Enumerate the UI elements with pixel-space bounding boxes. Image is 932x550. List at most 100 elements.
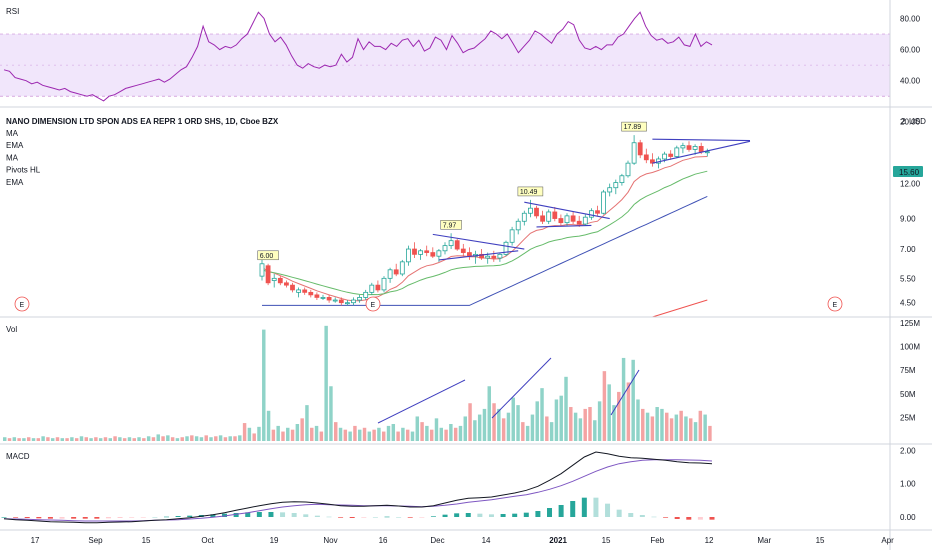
macd-hist-bar — [59, 517, 65, 519]
indicator-label[interactable]: EMA — [6, 178, 24, 187]
time-tick-label[interactable]: Sep — [88, 536, 103, 545]
macd-hist-bar — [314, 515, 320, 517]
volume-bar — [477, 414, 482, 441]
volume-bar — [482, 408, 487, 441]
volume-bar — [257, 426, 261, 441]
macd-hist-bar — [442, 514, 448, 517]
volume-bar — [439, 427, 444, 441]
candle-body — [528, 207, 533, 214]
pivot-labels: 6.00 7.97 10.49 17.89 — [257, 121, 647, 261]
rsi-pane: RSI 80.00 60.00 40.00 — [0, 7, 921, 102]
volume-bar — [300, 418, 304, 441]
earnings-label[interactable]: E — [833, 302, 838, 309]
pivot-high-box — [440, 220, 462, 230]
candle-body — [668, 153, 674, 157]
volume-bar — [324, 325, 328, 441]
earnings-label[interactable]: E — [371, 302, 376, 309]
last-price-tag — [893, 166, 923, 177]
time-tick-label[interactable]: 12 — [705, 536, 714, 545]
volume-bar — [103, 437, 108, 441]
candle-body — [430, 252, 436, 257]
pivot-high-label: 6.00 — [260, 253, 274, 260]
time-tick-label[interactable]: Nov — [323, 536, 337, 545]
volume-bar — [343, 429, 348, 441]
earnings-icon — [365, 296, 381, 312]
candle-body — [454, 240, 460, 250]
candle-body — [344, 302, 350, 305]
candle-body — [308, 291, 314, 296]
earnings-label[interactable]: E — [20, 302, 25, 309]
volume-bar — [703, 414, 707, 441]
volume-bar — [55, 437, 60, 441]
volume-bar — [271, 429, 276, 441]
macd-hist-bar — [36, 517, 42, 519]
time-tick-label[interactable]: Feb — [650, 536, 664, 545]
indicator-label[interactable]: EMA — [6, 141, 24, 150]
time-tick-label[interactable]: Oct — [201, 536, 214, 545]
candle-body — [314, 294, 320, 298]
volume-bar — [564, 376, 568, 441]
volume-bar — [74, 438, 79, 441]
volume-bar — [156, 434, 160, 441]
time-tick-label[interactable]: 15 — [816, 536, 825, 545]
candle-body — [637, 142, 643, 156]
volume-bar — [214, 436, 218, 441]
macd-hist-bar — [140, 517, 146, 518]
time-axis[interactable]: 17 Sep 15 Oct 19 Nov 16 Dec 14 2021 15 Feb 12 Mar 15 Ap… — [31, 536, 895, 545]
volume-bar — [41, 436, 45, 441]
indicator-label[interactable]: Pivots HL — [6, 166, 41, 175]
volume-bar — [535, 401, 539, 441]
volume-bar — [290, 429, 295, 441]
macd-hist-bar — [500, 514, 506, 517]
time-tick-label[interactable]: 16 — [379, 536, 388, 545]
volume-bar — [281, 431, 285, 441]
volume-bar — [578, 418, 583, 441]
volume-bar — [17, 438, 21, 441]
macd-axis: 2.00 1.00 0.00 — [900, 446, 916, 522]
time-tick-label[interactable]: 15 — [142, 536, 151, 545]
time-tick-label[interactable]: 14 — [482, 536, 491, 545]
last-price-label: 15.60 — [899, 168, 920, 177]
candle-body — [497, 253, 503, 259]
pivot-high-box — [517, 186, 544, 197]
macd-hist-bar — [663, 517, 669, 518]
price-pane: NANO DIMENSION LTD SPON ADS EA REPR 1 OR… — [6, 117, 926, 318]
candle-body — [534, 207, 539, 217]
volume-bar — [60, 438, 65, 441]
volume-bar — [46, 437, 50, 441]
volume-bar — [453, 427, 458, 441]
time-tick-label[interactable]: 19 — [270, 536, 279, 545]
volume-bar — [583, 408, 587, 441]
macd-hist-bar — [24, 517, 30, 518]
candle-body — [625, 162, 631, 177]
indicator-list[interactable]: MA EMA MA Pivots HL EMA — [6, 129, 41, 187]
volume-bar — [161, 436, 165, 441]
volume-bar — [665, 412, 669, 441]
macd-hist-bar — [129, 517, 135, 518]
indicator-label[interactable]: MA — [6, 129, 19, 138]
macd-histogram — [1, 497, 715, 520]
time-tick-label[interactable]: Dec — [430, 536, 444, 545]
macd-tick-label: 1.00 — [900, 480, 916, 489]
candle-body — [662, 153, 667, 160]
volume-bar — [669, 418, 674, 441]
time-tick-label[interactable]: 17 — [31, 536, 40, 545]
macd-hist-bar — [361, 517, 367, 518]
macd-hist-bar — [222, 513, 228, 517]
volume-bar — [698, 410, 703, 441]
volume-bar — [516, 405, 520, 441]
time-tick-label[interactable]: Mar — [757, 536, 771, 545]
time-tick-label[interactable]: 2021 — [549, 536, 567, 545]
time-tick-label[interactable]: Apr — [881, 536, 894, 545]
volume-trend-line — [377, 379, 466, 424]
volume-bar — [617, 391, 621, 441]
volume-bar — [276, 425, 280, 441]
macd-hist-bar — [651, 516, 657, 518]
macd-pane: MACD 2.00 1.00 0.00 — [1, 446, 916, 524]
indicator-label[interactable]: MA — [6, 153, 19, 162]
time-tick-label[interactable]: 15 — [602, 536, 611, 545]
volume-bar — [559, 395, 563, 441]
volume-bar — [353, 425, 357, 441]
volume-bar — [612, 405, 616, 441]
